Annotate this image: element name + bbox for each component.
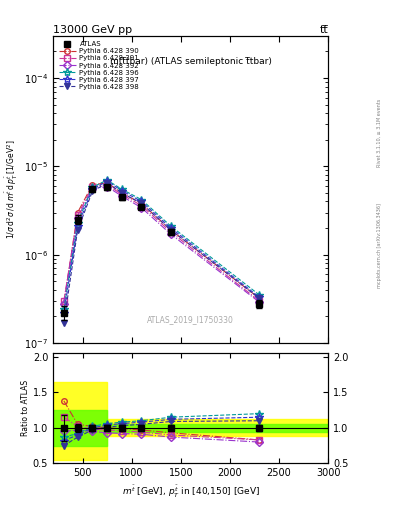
Pythia 6.428 397 bbox=[105, 178, 109, 184]
Pythia 6.428 397 bbox=[75, 223, 80, 229]
Pythia 6.428 392 bbox=[257, 299, 262, 305]
Pythia 6.428 392 bbox=[139, 205, 144, 211]
Pythia 6.428 398 bbox=[119, 190, 124, 196]
Pythia 6.428 392 bbox=[105, 183, 109, 189]
Text: mcplots.cern.ch [arXiv:1306.3436]: mcplots.cern.ch [arXiv:1306.3436] bbox=[377, 203, 382, 288]
Pythia 6.428 396 bbox=[119, 186, 124, 193]
Line: Pythia 6.428 398: Pythia 6.428 398 bbox=[61, 180, 262, 326]
Pythia 6.428 396 bbox=[105, 177, 109, 183]
Pythia 6.428 391 bbox=[105, 182, 109, 188]
Pythia 6.428 392 bbox=[169, 231, 173, 238]
Pythia 6.428 391 bbox=[90, 183, 95, 189]
Text: m(t̅tbar) (ATLAS semileptonic t̅tbar): m(t̅tbar) (ATLAS semileptonic t̅tbar) bbox=[110, 57, 272, 67]
Bar bbox=[53, 381, 107, 460]
Pythia 6.428 397 bbox=[90, 186, 95, 193]
Line: Pythia 6.428 392: Pythia 6.428 392 bbox=[61, 184, 262, 306]
Pythia 6.428 391 bbox=[62, 298, 66, 304]
Pythia 6.428 396 bbox=[62, 306, 66, 312]
Pythia 6.428 398 bbox=[105, 180, 109, 186]
Text: Rivet 3.1.10, ≥ 3.1M events: Rivet 3.1.10, ≥ 3.1M events bbox=[377, 99, 382, 167]
Pythia 6.428 390 bbox=[105, 180, 109, 186]
Pythia 6.428 396 bbox=[257, 292, 262, 298]
Pythia 6.428 390 bbox=[119, 190, 124, 196]
Pythia 6.428 391 bbox=[75, 212, 80, 218]
Pythia 6.428 396 bbox=[75, 220, 80, 226]
Pythia 6.428 391 bbox=[139, 202, 144, 208]
Y-axis label: $1/\sigma\,\mathrm{d}^2\sigma\,/\,\mathrm{d}\,m^{\bar{t}}\,\mathrm{d}\,p_T^{\bar: $1/\sigma\,\mathrm{d}^2\sigma\,/\,\mathr… bbox=[4, 140, 20, 239]
Text: ATLAS_2019_I1750330: ATLAS_2019_I1750330 bbox=[147, 315, 234, 325]
Pythia 6.428 398 bbox=[139, 200, 144, 206]
Pythia 6.428 390 bbox=[62, 301, 66, 307]
Pythia 6.428 392 bbox=[119, 193, 124, 199]
Pythia 6.428 397 bbox=[169, 225, 173, 231]
Y-axis label: Ratio to ATLAS: Ratio to ATLAS bbox=[21, 380, 30, 436]
Pythia 6.428 392 bbox=[62, 301, 66, 307]
Pythia 6.428 392 bbox=[75, 215, 80, 221]
Bar bbox=[107, 419, 328, 436]
Pythia 6.428 396 bbox=[90, 184, 95, 190]
Pythia 6.428 398 bbox=[62, 319, 66, 326]
Pythia 6.428 398 bbox=[257, 295, 262, 302]
Text: 13000 GeV pp: 13000 GeV pp bbox=[53, 25, 132, 35]
Pythia 6.428 397 bbox=[119, 187, 124, 194]
Line: Pythia 6.428 397: Pythia 6.428 397 bbox=[60, 177, 264, 317]
Bar bbox=[107, 423, 328, 432]
Pythia 6.428 397 bbox=[257, 294, 262, 301]
Pythia 6.428 390 bbox=[90, 182, 95, 188]
Line: Pythia 6.428 396: Pythia 6.428 396 bbox=[60, 176, 264, 314]
Pythia 6.428 390 bbox=[75, 209, 80, 216]
Pythia 6.428 397 bbox=[62, 310, 66, 316]
Pythia 6.428 396 bbox=[169, 223, 173, 229]
X-axis label: $m^{\bar{t}}$ [GeV], $p_T^{\bar{t}}$ in [40,150] [GeV]: $m^{\bar{t}}$ [GeV], $p_T^{\bar{t}}$ in … bbox=[121, 484, 260, 500]
Line: Pythia 6.428 391: Pythia 6.428 391 bbox=[61, 182, 262, 304]
Pythia 6.428 390 bbox=[169, 227, 173, 233]
Pythia 6.428 398 bbox=[90, 188, 95, 195]
Pythia 6.428 390 bbox=[257, 295, 262, 302]
Text: tt̅: tt̅ bbox=[320, 25, 328, 35]
Pythia 6.428 391 bbox=[169, 229, 173, 235]
Pythia 6.428 398 bbox=[75, 227, 80, 233]
Pythia 6.428 397 bbox=[139, 199, 144, 205]
Pythia 6.428 392 bbox=[90, 185, 95, 191]
Legend: ATLAS, Pythia 6.428 390, Pythia 6.428 391, Pythia 6.428 392, Pythia 6.428 396, P: ATLAS, Pythia 6.428 390, Pythia 6.428 39… bbox=[57, 39, 141, 92]
Pythia 6.428 391 bbox=[119, 191, 124, 198]
Pythia 6.428 391 bbox=[257, 298, 262, 304]
Pythia 6.428 396 bbox=[139, 197, 144, 203]
Pythia 6.428 398 bbox=[169, 227, 173, 233]
Pythia 6.428 390 bbox=[139, 200, 144, 206]
Bar bbox=[53, 410, 107, 445]
Line: Pythia 6.428 390: Pythia 6.428 390 bbox=[61, 180, 262, 306]
